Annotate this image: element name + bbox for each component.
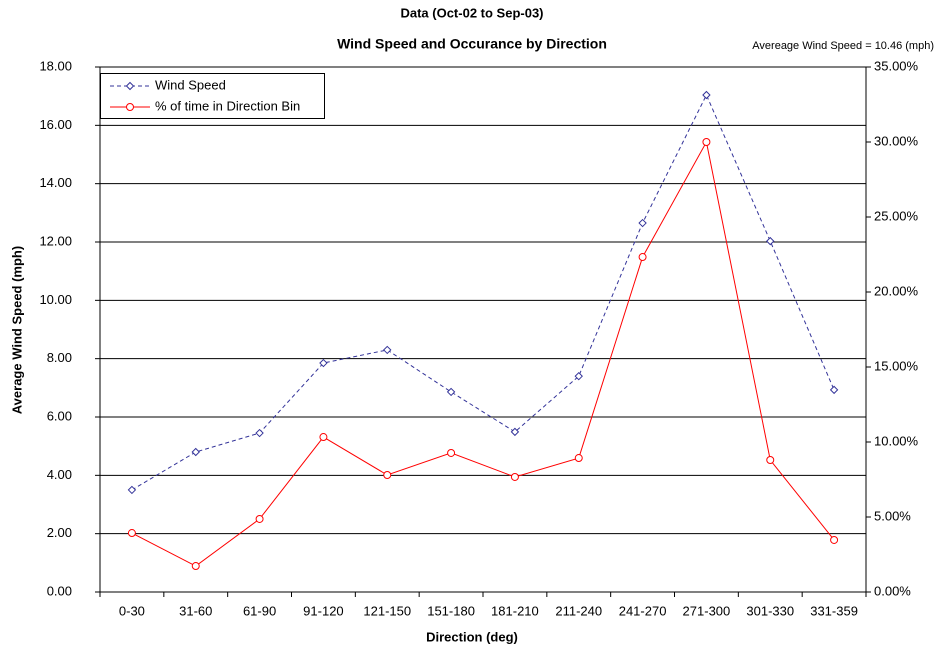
x-tick-label: 121-150 (363, 603, 411, 618)
x-tick-label: 151-180 (427, 603, 475, 618)
legend-marker (126, 103, 134, 111)
y-tick-label: 2.00 (47, 525, 72, 540)
y-tick-label: 10.00 (39, 292, 72, 307)
x-tick-label: 91-120 (303, 603, 343, 618)
series-line (131, 93, 835, 491)
point (319, 358, 328, 368)
y2-tick-label: 5.00% (874, 508, 911, 523)
y2-tick-label: 20.00% (874, 283, 919, 298)
y2-tick-label: 10.00% (874, 433, 919, 448)
y-tick-label: 4.00 (47, 467, 72, 482)
y2-tick-label: 25.00% (874, 208, 919, 223)
legend-box (100, 73, 325, 119)
x-tick-label: 61-90 (243, 603, 276, 618)
series-line (131, 140, 835, 567)
x-tick-label: 301-330 (746, 603, 794, 618)
point (830, 535, 839, 544)
point (447, 448, 456, 457)
point (255, 514, 264, 523)
legend-label: % of time in Direction Bin (155, 98, 300, 113)
y2-tick-label: 30.00% (874, 133, 919, 148)
point (638, 253, 647, 262)
point (319, 433, 328, 442)
chart-title: Data (Oct-02 to Sep-03) (400, 5, 543, 20)
y-tick-label: 14.00 (39, 175, 72, 190)
point (766, 236, 775, 246)
point (510, 472, 519, 481)
point (574, 454, 583, 463)
x-axis-label: Direction (deg) (426, 629, 518, 644)
x-tick-label: 241-270 (619, 603, 667, 618)
y-tick-label: 12.00 (39, 233, 72, 248)
x-tick-label: 211-240 (555, 603, 602, 618)
y-tick-label: 16.00 (39, 117, 72, 132)
x-tick-label: 31-60 (179, 603, 212, 618)
point (383, 345, 392, 355)
point (510, 427, 520, 437)
point (766, 456, 775, 464)
point (191, 562, 200, 571)
point (638, 218, 647, 228)
y-tick-label: 8.00 (47, 350, 72, 365)
x-tick-label: 181-210 (491, 603, 539, 618)
point (829, 385, 839, 395)
point (127, 485, 137, 495)
point (446, 387, 456, 397)
x-tick-label: 271-300 (683, 603, 731, 618)
y-tick-label: 0.00 (47, 583, 72, 598)
chart-subtitle: Wind Speed and Occurance by Direction (337, 36, 607, 52)
point (702, 90, 711, 100)
point (702, 138, 711, 146)
point (574, 371, 583, 381)
legend-label: Wind Speed (155, 77, 226, 92)
y2-tick-label: 15.00% (874, 358, 919, 373)
legend-marker (125, 81, 135, 91)
y2-tick-label: 35.00% (874, 58, 919, 73)
y2-tick-label: 0.00% (874, 583, 911, 598)
x-tick-label: 331-359 (810, 603, 858, 618)
y-tick-label: 6.00 (47, 408, 72, 423)
point (127, 529, 136, 538)
point (255, 428, 264, 438)
x-tick-label: 0-30 (119, 603, 145, 618)
point (383, 471, 392, 479)
annotation: Avereage Wind Speed = 10.46 (mph) (752, 40, 934, 52)
legend: Wind Speed % of time in Direction Bin (100, 73, 325, 119)
y-axis-label: Average Wind Speed (mph) (9, 246, 24, 414)
y-tick-label: 18.00 (39, 58, 72, 73)
point (191, 447, 200, 457)
